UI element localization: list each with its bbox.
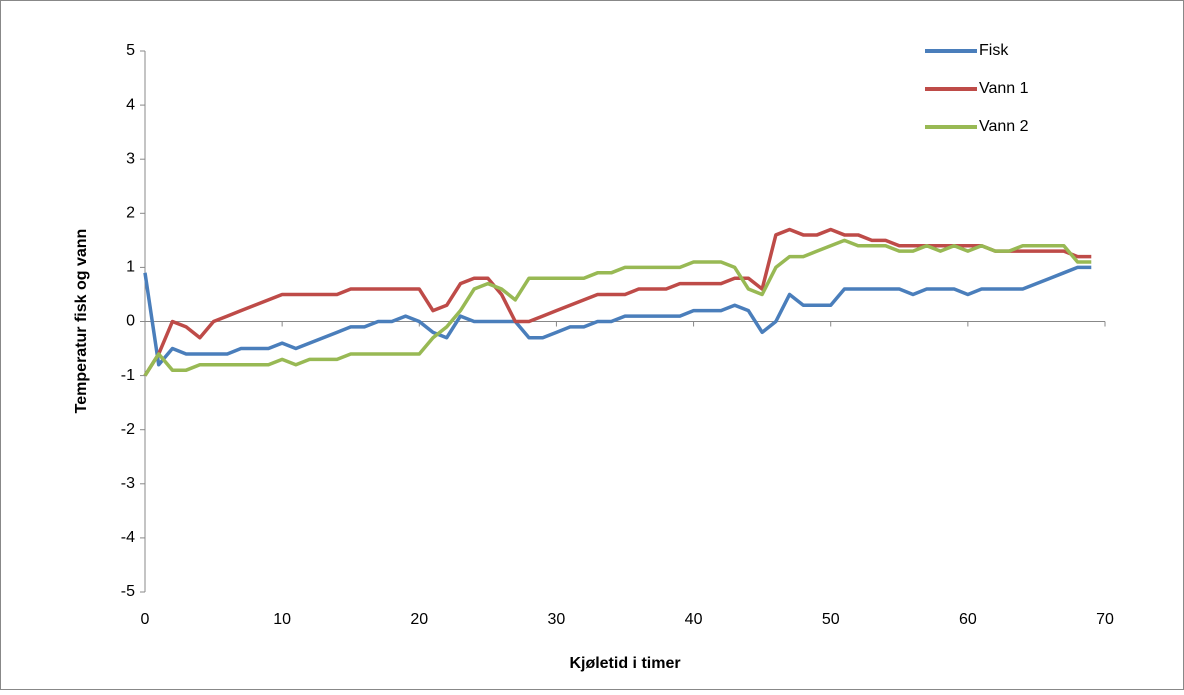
y-tick-label: 3 bbox=[126, 150, 135, 167]
data-line bbox=[143, 265, 1092, 367]
legend-label: Fisk bbox=[979, 42, 1009, 59]
x-axis-label: Kjøletid i timer bbox=[569, 655, 680, 672]
x-tick-label: 40 bbox=[685, 611, 703, 628]
x-tick-label: 10 bbox=[273, 611, 291, 628]
x-tick-label: 70 bbox=[1096, 611, 1114, 628]
legend-label: Vann 1 bbox=[979, 80, 1029, 97]
legend-label: Vann 2 bbox=[979, 118, 1029, 135]
x-tick-label: 20 bbox=[410, 611, 428, 628]
y-tick-label: -4 bbox=[121, 529, 135, 546]
data-line bbox=[143, 238, 1092, 377]
y-tick-label: 4 bbox=[126, 96, 135, 113]
y-tick-label: 1 bbox=[126, 259, 135, 276]
y-tick-label: 5 bbox=[126, 42, 135, 59]
y-axis-label: Temperatur fisk og vann bbox=[73, 229, 90, 414]
y-tick-label: -2 bbox=[121, 421, 135, 438]
y-tick-label: -3 bbox=[121, 475, 135, 492]
x-tick-label: 0 bbox=[141, 611, 150, 628]
y-tick-label: 0 bbox=[126, 313, 135, 330]
y-tick-label: -1 bbox=[121, 367, 135, 384]
y-tick-label: 2 bbox=[126, 205, 135, 222]
y-tick-label: -5 bbox=[121, 583, 135, 600]
x-tick-label: 30 bbox=[548, 611, 566, 628]
data-line bbox=[143, 227, 1092, 377]
x-tick-label: 60 bbox=[959, 611, 977, 628]
x-tick-label: 50 bbox=[822, 611, 840, 628]
